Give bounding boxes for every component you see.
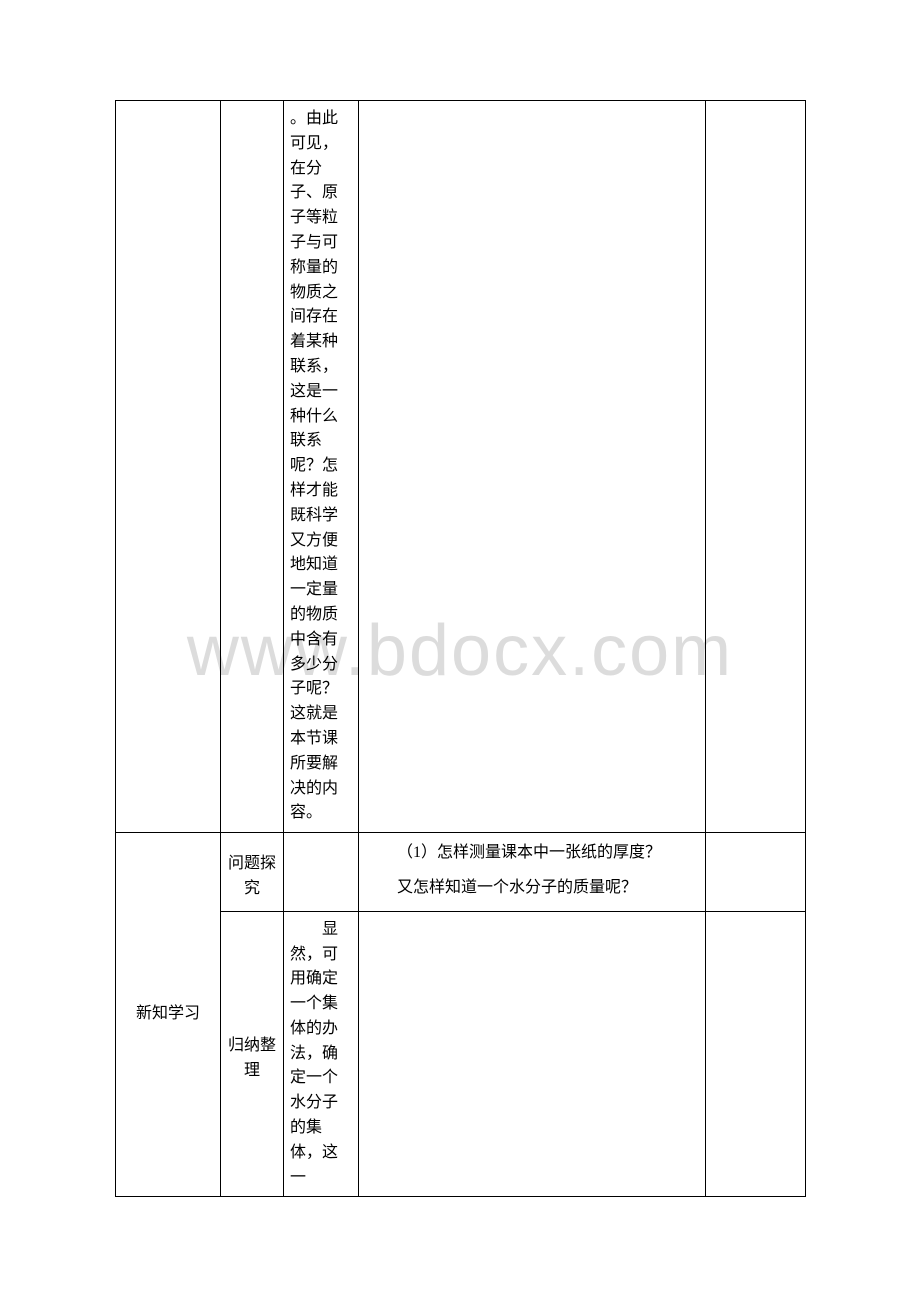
subsection-label: 问题探究	[227, 852, 277, 902]
question-1: （1）怎样测量课本中一张纸的厚度？	[365, 841, 699, 866]
cell-text: 。由此可见，在分子、原子等粒子与可称量的物质之间存在着某种联系，这是一种什么联系…	[290, 107, 352, 826]
cell-r1c1	[116, 101, 221, 833]
cell-r2c1: 新知学习	[116, 833, 221, 1197]
subsection-label: 归纳整理	[227, 1034, 277, 1084]
cell-r2c2: 问题探究	[221, 833, 284, 912]
lesson-table: 。由此可见，在分子、原子等粒子与可称量的物质之间存在着某种联系，这是一种什么联系…	[115, 100, 806, 1197]
cell-r1c4	[359, 101, 706, 833]
cell-text: 显然，可用确定一个集体的办法，确定一个水分子的集体，这一	[290, 918, 352, 1191]
cell-r3c3: 显然，可用确定一个集体的办法，确定一个水分子的集体，这一	[284, 911, 359, 1197]
cell-r2c5	[706, 833, 806, 912]
cell-r3c2: 归纳整理	[221, 911, 284, 1197]
cell-r2c4: （1）怎样测量课本中一张纸的厚度？ 又怎样知道一个水分子的质量呢？	[359, 833, 706, 912]
question-2: 又怎样知道一个水分子的质量呢？	[365, 876, 699, 901]
cell-r1c3: 。由此可见，在分子、原子等粒子与可称量的物质之间存在着某种联系，这是一种什么联系…	[284, 101, 359, 833]
cell-r3c4	[359, 911, 706, 1197]
table-row: 新知学习 问题探究 （1）怎样测量课本中一张纸的厚度？ 又怎样知道一个水分子的质…	[116, 833, 806, 912]
section-label: 新知学习	[122, 1002, 214, 1027]
cell-r1c5	[706, 101, 806, 833]
cell-r2c3	[284, 833, 359, 912]
cell-r1c2	[221, 101, 284, 833]
cell-r3c5	[706, 911, 806, 1197]
document-page: 。由此可见，在分子、原子等粒子与可称量的物质之间存在着某种联系，这是一种什么联系…	[0, 0, 920, 1197]
table-row: 。由此可见，在分子、原子等粒子与可称量的物质之间存在着某种联系，这是一种什么联系…	[116, 101, 806, 833]
